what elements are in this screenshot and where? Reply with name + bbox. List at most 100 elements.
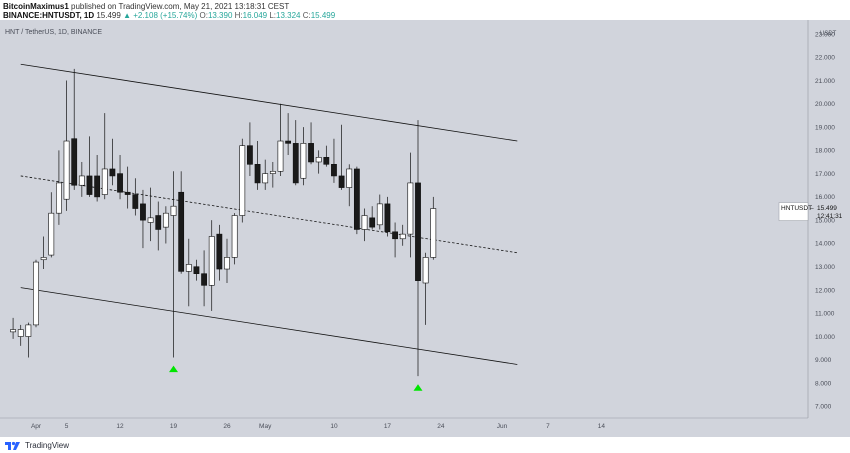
candle-body xyxy=(147,217,154,223)
candle-body xyxy=(101,168,108,195)
candle-body xyxy=(323,157,330,165)
y-tick-label: 21.000 xyxy=(815,78,835,85)
ohlc-line: BINANCE:HNTUSDT, 1D 15.499 ▲ +2.108 (+15… xyxy=(3,11,335,20)
symbol-label: BINANCE:HNTUSDT, 1D xyxy=(3,11,95,20)
candle-body xyxy=(331,164,337,177)
candle-body xyxy=(269,170,276,174)
candle-body xyxy=(415,182,421,281)
y-tick-label: 14.000 xyxy=(815,241,835,248)
x-tick-label: 10 xyxy=(330,423,338,430)
candle-body xyxy=(162,212,169,228)
candle-body xyxy=(239,145,246,216)
y-tick-label: 13.000 xyxy=(815,264,835,271)
chart-header: BitcoinMaximus1 published on TradingView… xyxy=(0,0,850,20)
y-tick-label: 9.000 xyxy=(815,357,832,364)
candle-body xyxy=(353,168,360,230)
x-tick-label: 26 xyxy=(223,423,231,430)
candle-body xyxy=(369,217,376,228)
x-tick-label: 24 xyxy=(437,423,445,430)
candle-body xyxy=(399,233,406,240)
candle-body xyxy=(346,168,353,188)
candle-body xyxy=(285,140,292,144)
candle-body xyxy=(109,168,116,177)
candle-body xyxy=(308,143,314,163)
open-label: O: xyxy=(199,11,208,20)
open-value: 13.390 xyxy=(207,11,233,20)
candle-body xyxy=(292,143,299,184)
candle-body xyxy=(262,173,269,184)
y-tick-label: 11.000 xyxy=(815,311,835,318)
x-tick-label: May xyxy=(259,423,272,430)
tradingview-brand: TradingView xyxy=(25,440,70,450)
green-triangle-marker xyxy=(169,365,179,373)
candle-body xyxy=(17,329,24,337)
price-axis: 7.000 8.000 9.000 10.000 11.000 12.000 13.000 1… xyxy=(815,31,835,410)
price-axis-background xyxy=(808,20,850,418)
candle-body xyxy=(33,261,39,326)
candle-body xyxy=(201,273,207,286)
candle-body xyxy=(422,257,429,284)
candle-body xyxy=(178,191,185,272)
candles xyxy=(10,68,437,377)
candle-body xyxy=(407,182,414,235)
candle-body xyxy=(155,215,162,230)
channel-upper-line xyxy=(20,63,518,142)
y-tick-label: 15.000 xyxy=(815,217,835,224)
time-axis: Apr 5 12 19 26 May 10 17 24 Jun 7 14 xyxy=(31,423,605,430)
y-tick-label: 10.000 xyxy=(815,334,835,341)
y-tick-label: 17.000 xyxy=(815,171,835,178)
candle-body xyxy=(338,175,345,188)
candle-body xyxy=(78,175,85,186)
plot-background xyxy=(0,20,808,418)
green-triangle-marker xyxy=(413,384,423,391)
x-tick-label: Apr xyxy=(31,423,42,430)
candle-body xyxy=(361,215,368,230)
candle-body xyxy=(117,173,123,193)
tradingview-logo-icon xyxy=(5,441,20,450)
x-tick-label: 12 xyxy=(116,423,124,430)
y-tick-label: 8.000 xyxy=(815,380,832,387)
tradingview-logo[interactable]: TradingView xyxy=(4,439,69,451)
candle-body xyxy=(224,257,230,270)
candle-body xyxy=(392,231,398,240)
candle-body xyxy=(300,143,307,179)
candle-body xyxy=(40,257,47,261)
candle-body xyxy=(71,138,78,186)
price-change: ▲ +2.108 (+15.74%) xyxy=(123,11,198,20)
y-tick-label: 7.000 xyxy=(815,404,832,411)
channel-lower-line xyxy=(20,287,518,365)
y-tick-label: 20.000 xyxy=(815,101,835,108)
published-text: published on TradingView.com, May 21, 20… xyxy=(71,2,290,11)
x-tick-label: 19 xyxy=(170,423,178,430)
author-name[interactable]: BitcoinMaximus1 xyxy=(3,2,69,11)
candle-body xyxy=(315,157,322,163)
candle-body xyxy=(170,205,177,216)
y-tick-label: 23.000 xyxy=(815,31,835,38)
last-price-separator: – xyxy=(810,205,814,212)
chart-area[interactable]: HNT / TetherUS, 1D, BINANCE USDT 7.000 8.… xyxy=(0,20,850,437)
candle-body xyxy=(216,233,223,270)
x-tick-label: Jun xyxy=(497,423,508,430)
candle-body xyxy=(10,329,16,333)
low-value: 13.324 xyxy=(276,11,301,20)
candle-body xyxy=(86,175,93,195)
close-label: C: xyxy=(302,11,311,20)
candle-body xyxy=(63,140,70,200)
y-tick-label: 19.000 xyxy=(815,124,835,131)
last-price-label-box xyxy=(778,202,809,221)
candle-body xyxy=(124,191,131,195)
candlestick-chart[interactable]: HNT / TetherUS, 1D, BINANCE USDT 7.000 8.… xyxy=(0,20,850,437)
candle-body xyxy=(208,236,215,286)
candle-body xyxy=(48,212,55,256)
footer: TradingView xyxy=(0,437,850,453)
candle-body xyxy=(376,203,383,226)
last-price: 15.499 xyxy=(96,11,121,20)
y-tick-label: 22.000 xyxy=(815,55,835,62)
publication-line: BitcoinMaximus1 published on TradingView… xyxy=(3,2,289,11)
y-tick-label: 12.000 xyxy=(815,287,835,294)
low-label: L: xyxy=(269,11,277,20)
candle-body xyxy=(140,203,146,221)
candle-body xyxy=(231,215,238,258)
markers xyxy=(169,365,423,391)
high-value: 16.049 xyxy=(242,11,268,20)
